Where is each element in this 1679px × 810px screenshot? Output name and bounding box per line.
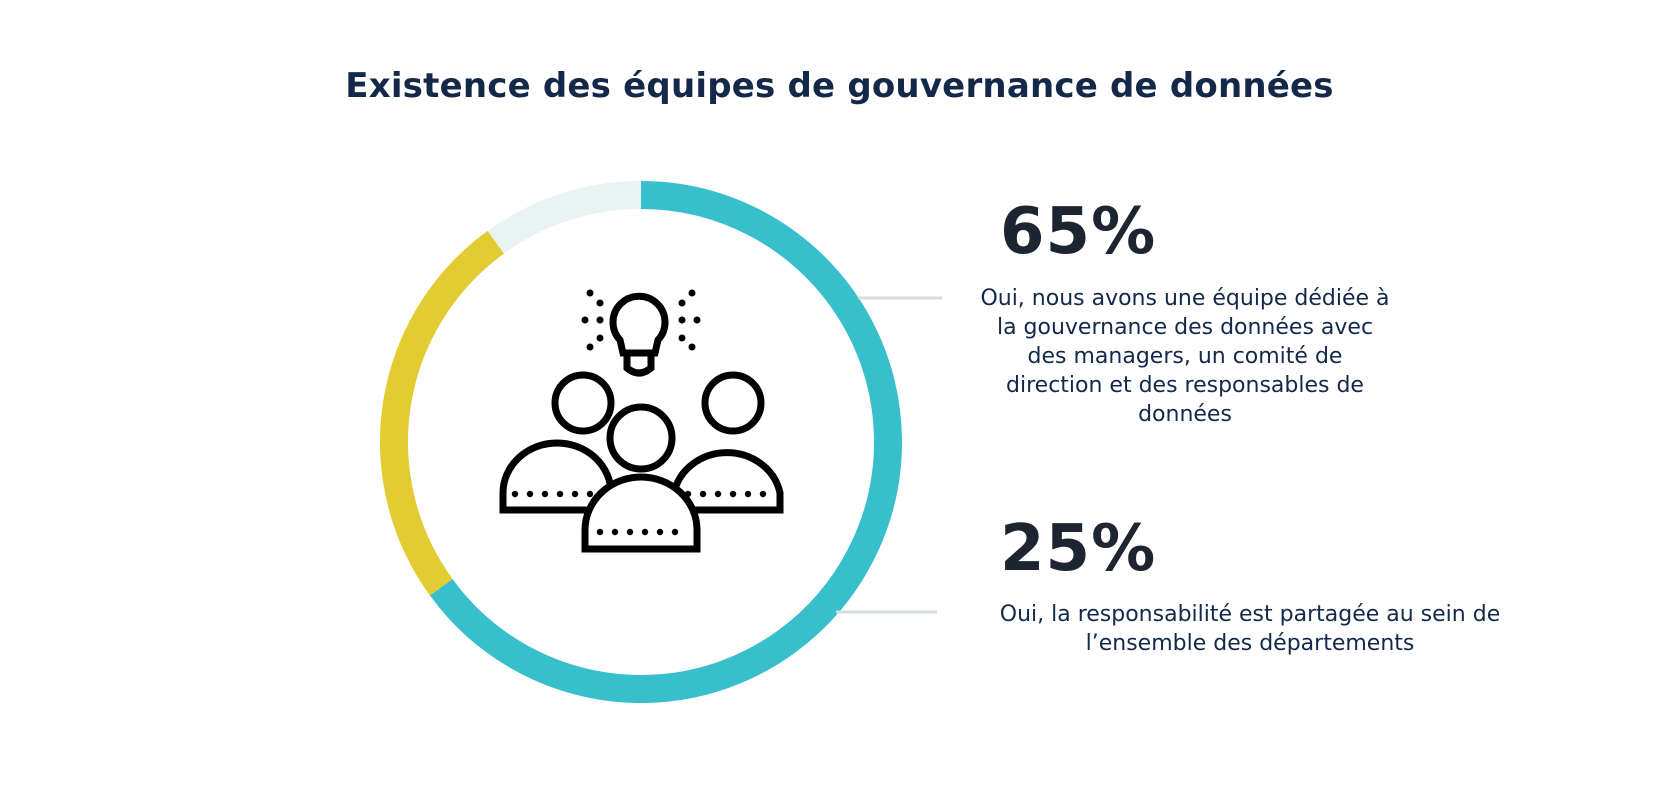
value-label-65: 65% bbox=[1000, 195, 1157, 269]
category-label-shared-responsibility: Oui, la responsabilité est partagée au s… bbox=[999, 602, 1501, 656]
donut-slices bbox=[380, 181, 902, 703]
slice-dedicated-team bbox=[429, 181, 902, 703]
chart-title: Existence des équipes de gouvernance de … bbox=[345, 66, 1334, 106]
slice-remaining bbox=[487, 181, 642, 254]
slice-shared-responsibility bbox=[380, 230, 505, 596]
value-label-25: 25% bbox=[1000, 512, 1157, 586]
decorative-dots bbox=[511, 289, 767, 536]
team-lightbulb-icon bbox=[499, 292, 784, 553]
category-label-dedicated-team: Oui, nous avons une équipe dédiée à la g… bbox=[980, 286, 1390, 427]
